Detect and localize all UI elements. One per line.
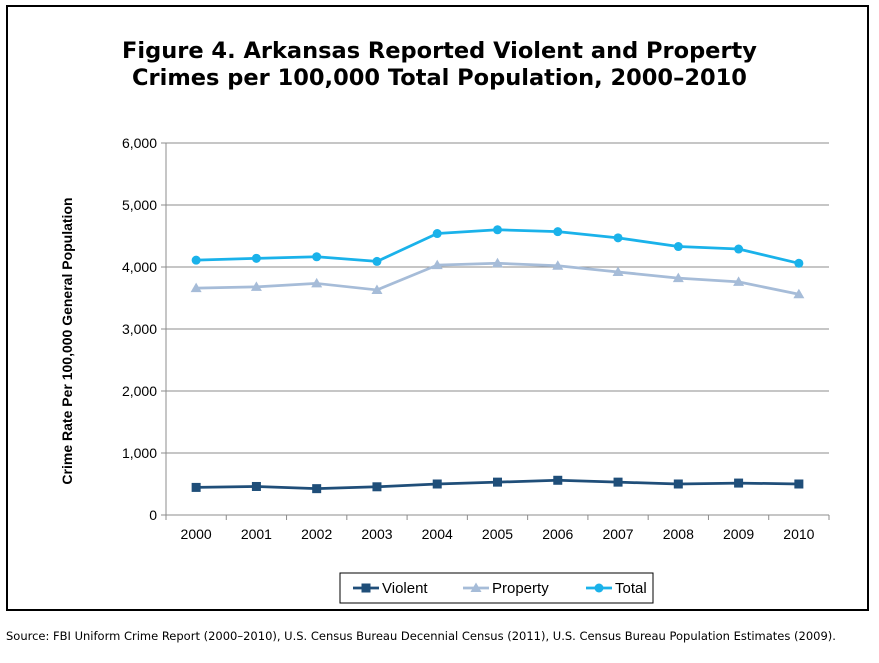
data-point-violent: [251, 481, 261, 491]
x-tick-label: 2001: [241, 526, 272, 542]
data-point-violent: [432, 479, 442, 489]
y-axis-label: Crime Rate Per 100,000 General Populatio…: [59, 197, 75, 484]
legend-label-property: Property: [492, 580, 549, 597]
legend-marker-violent: [361, 583, 371, 593]
data-point-total: [372, 256, 382, 266]
data-point-property: [612, 266, 624, 276]
data-point-total: [251, 253, 261, 263]
x-tick-label: 2002: [301, 526, 332, 542]
legend-marker-property: [470, 582, 482, 592]
data-point-total: [312, 252, 322, 262]
source-note: Source: FBI Uniform Crime Report (2000–2…: [6, 629, 836, 643]
data-point-total: [734, 244, 744, 254]
y-axis-ticks: 0 1,000 2,000 3,000 4,000 5,000 6,000: [122, 135, 166, 523]
x-tick-label: 2004: [422, 526, 453, 542]
y-tick-label: 5,000: [122, 197, 157, 213]
data-point-property: [793, 288, 805, 299]
data-point-property: [250, 281, 262, 291]
data-point-property: [190, 282, 202, 293]
data-point-total: [191, 255, 201, 265]
data-point-property: [672, 272, 684, 283]
data-point-total: [493, 225, 502, 235]
series-line-property: [196, 261, 800, 296]
data-point-violent: [794, 479, 804, 489]
data-point-property: [371, 284, 383, 294]
data-point-property: [492, 257, 503, 268]
data-point-violent: [493, 477, 502, 487]
x-tick-label: 2005: [482, 526, 513, 542]
data-point-total: [673, 242, 683, 252]
gridlines: [166, 142, 829, 454]
y-tick-label: 1,000: [122, 445, 157, 461]
data-point-violent: [372, 482, 382, 492]
data-point-violent: [312, 484, 322, 494]
x-tick-label: 2007: [602, 526, 633, 542]
data-point-property: [733, 276, 745, 286]
chart-title: Figure 4. Arkansas Reported Violent and …: [0, 38, 879, 92]
y-tick-label: 6,000: [122, 135, 157, 151]
legend: Violent Property Total: [339, 572, 654, 604]
data-point-total: [794, 258, 804, 268]
data-point-violent: [673, 479, 683, 489]
data-point-total: [432, 229, 442, 239]
data-point-violent: [553, 475, 563, 485]
chart-title-line-2: Crimes per 100,000 Total Population, 200…: [132, 65, 747, 91]
data-point-total: [613, 233, 623, 243]
x-tick-label: 2008: [663, 526, 694, 542]
chart-title-line-1: Figure 4. Arkansas Reported Violent and …: [122, 38, 757, 64]
x-tick-label: 2009: [723, 526, 754, 542]
x-tick-label: 2000: [181, 526, 212, 542]
data-point-violent: [734, 478, 744, 488]
legend-marker-total: [594, 583, 604, 593]
series-group: [190, 225, 805, 494]
y-tick-label: 2,000: [122, 383, 157, 399]
y-tick-label: 3,000: [122, 321, 157, 337]
data-point-total: [553, 227, 563, 237]
legend-label-total: Total: [615, 580, 647, 597]
x-tick-label: 2003: [361, 526, 392, 542]
figure-frame: [6, 5, 869, 611]
y-tick-label: 0: [149, 507, 157, 523]
x-axis-ticks: 2000 2001 2002 2003 2004 2005 2006 2007 2008 2009…: [165, 515, 830, 542]
data-point-property: [431, 259, 443, 270]
x-tick-label: 2010: [783, 526, 814, 542]
data-point-property: [552, 260, 564, 270]
legend-label-violent: Violent: [382, 580, 428, 597]
y-tick-label: 4,000: [122, 259, 157, 275]
data-point-violent: [191, 482, 201, 492]
data-point-violent: [613, 477, 623, 487]
x-tick-label: 2006: [542, 526, 573, 542]
data-point-property: [311, 277, 323, 288]
